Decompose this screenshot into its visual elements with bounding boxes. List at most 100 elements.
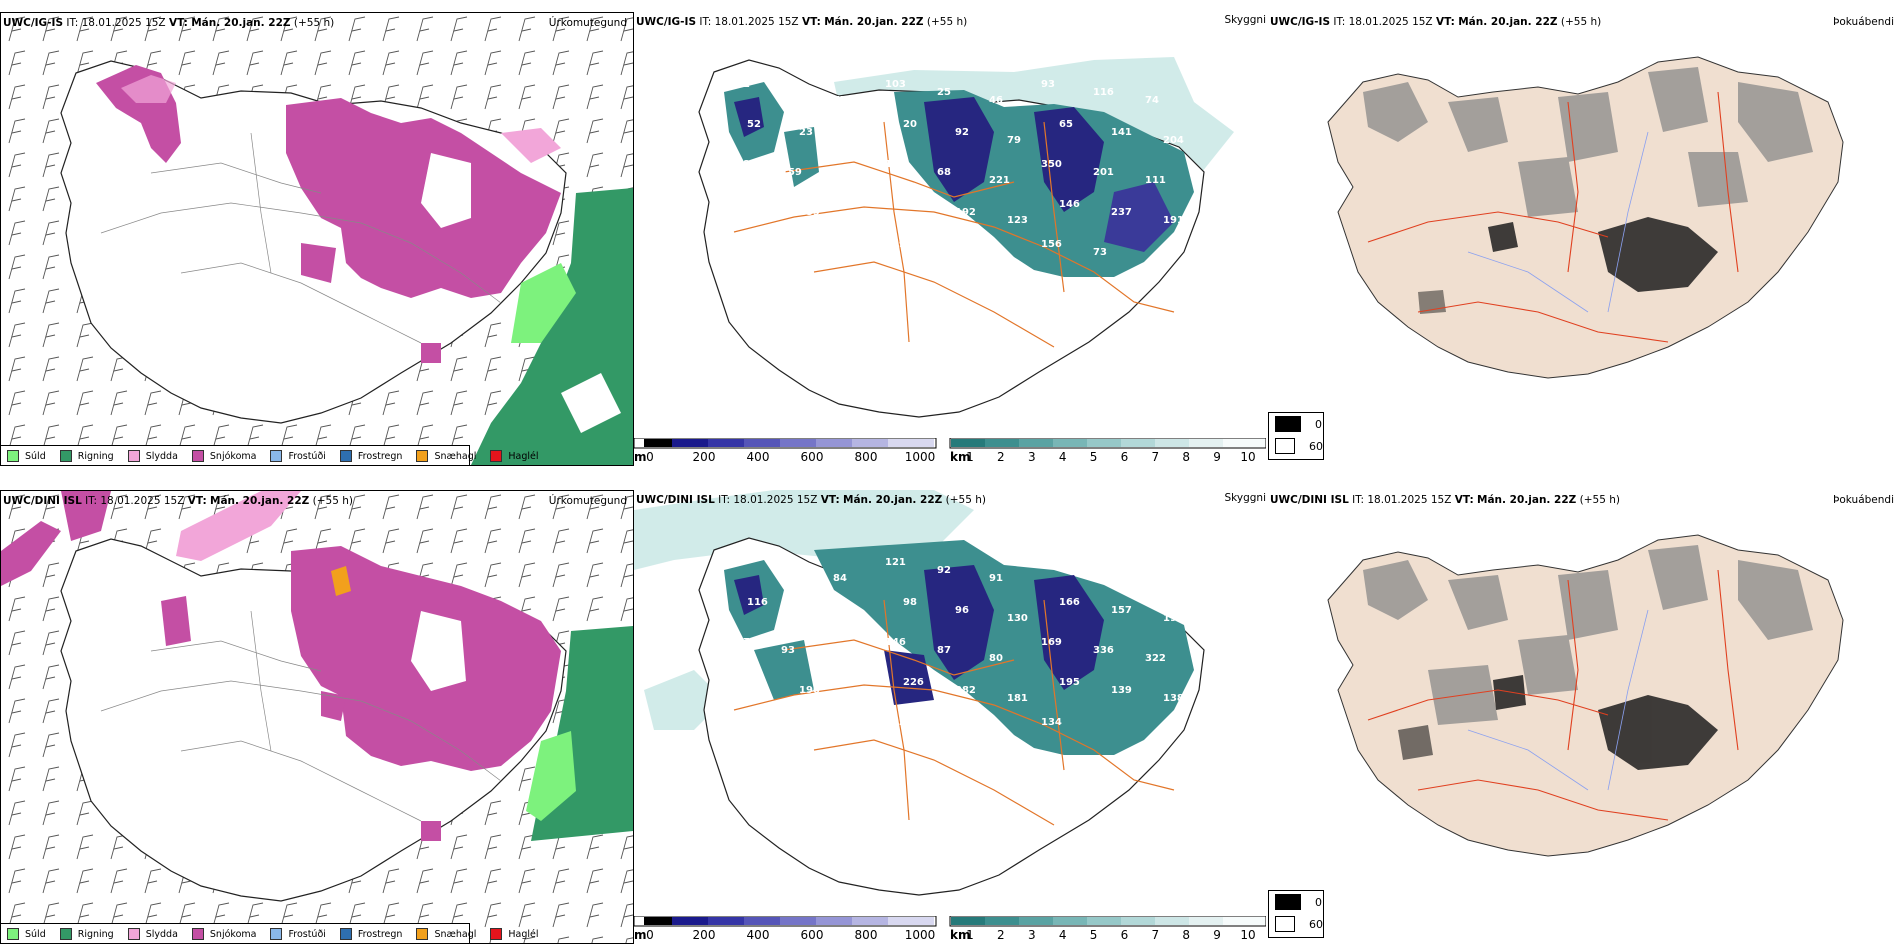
- cloud-base-label: 73: [1093, 247, 1107, 258]
- cloud-base-label: 92: [781, 87, 795, 98]
- cloud-base-label: 92: [747, 677, 761, 688]
- fog-header: UWC/DINI ISL IT: 18.01.2025 15Z VT: Mán.…: [1270, 494, 1620, 506]
- cloud-base-label: 116: [1093, 87, 1114, 98]
- cloud-base-label: 134: [1041, 717, 1062, 728]
- colorbar-tick: 1: [966, 928, 974, 942]
- cloud-base-label: 90: [781, 725, 795, 736]
- cloud-base-label: 102: [799, 605, 820, 616]
- colorbar-tick: 800: [854, 928, 878, 942]
- cloud-base-label: 204: [1163, 135, 1184, 146]
- colorbar-m-unit: m: [634, 928, 647, 942]
- legend-item: Slydda: [127, 450, 178, 462]
- cloud-base-label: 116: [747, 597, 768, 608]
- legend-label: Rigning: [77, 928, 114, 940]
- colorbar-tick: 8: [1182, 928, 1191, 942]
- precip-header: UWC/IG-IS IT: 18.01.2025 15Z VT: Mán. 20…: [3, 17, 334, 29]
- cloud-base-label: 111: [729, 79, 750, 90]
- cloud-base-label: 181: [1007, 693, 1028, 704]
- colorbar-tick: 0: [646, 928, 654, 942]
- colorbar-tick: 10: [1240, 928, 1256, 942]
- rivers-roads: [1367, 91, 1739, 343]
- row-dini: UWC/DINI ISL IT: 18.01.2025 15Z VT: Mán.…: [0, 480, 1900, 950]
- model-name: UWC/DINI ISL: [3, 495, 82, 507]
- cloud-base-label: 130: [1007, 613, 1028, 624]
- visibility-header: UWC/DINI ISL IT: 18.01.2025 15Z VT: Mán.…: [636, 494, 986, 506]
- legend-label: Frostúði: [288, 928, 326, 940]
- fog-legend: 0 60: [1268, 890, 1324, 938]
- legend-label: Frostregn: [357, 450, 403, 462]
- cloud-base-label: 96: [955, 605, 969, 616]
- cloud-base-label: 83: [833, 733, 847, 744]
- cloud-base-label: 195: [1059, 677, 1080, 688]
- fog-areas: [1398, 675, 1718, 770]
- row-igis: UWC/IG-IS IT: 18.01.2025 15Z VT: Mán. 20…: [0, 0, 1900, 470]
- vt-label: VT:: [820, 494, 840, 506]
- panel-name-fog: Þokuábendi: [1833, 494, 1894, 506]
- legend-label: Snjókoma: [209, 450, 257, 462]
- lead-time: (+55 h): [1560, 16, 1602, 28]
- cloud-base-label: 68: [937, 167, 951, 178]
- cloud-base-label: 100: [1041, 557, 1062, 568]
- colorbar-tick: 400: [746, 928, 770, 942]
- legend-label: Snæhagl: [434, 928, 477, 940]
- cloud-base-label: 233: [729, 717, 750, 728]
- terrain-shading: [1363, 545, 1813, 725]
- model-name: UWC/IG-IS: [3, 17, 64, 29]
- valid-time: Mán. 20.jan. 22Z: [1458, 16, 1558, 28]
- rain-areas: [471, 188, 633, 465]
- fog-legend: 0 60: [1268, 412, 1324, 460]
- colorbar-tick: 9: [1213, 928, 1221, 942]
- cloud-base-label: 322: [1145, 653, 1166, 664]
- fog-legend-row: 60: [1269, 435, 1323, 457]
- legend-item: Snæhagl: [416, 450, 476, 462]
- model-name: UWC/DINI ISL: [636, 494, 715, 506]
- vt-label: VT:: [1454, 494, 1474, 506]
- legend-item: Slydda: [127, 928, 178, 940]
- colorbar-tick: 10: [1240, 450, 1256, 464]
- cloud-base-label: 350: [1041, 159, 1062, 170]
- cloud-base-label: 129: [885, 239, 906, 250]
- cloud-base-label: 283: [747, 199, 768, 210]
- cloud-base-label: 77: [833, 95, 847, 106]
- rivers: [1467, 131, 1649, 313]
- legend-item: Frostúði: [270, 450, 326, 462]
- cloud-base-label: 229: [851, 693, 872, 704]
- vt-label: VT:: [168, 17, 188, 29]
- legend-label: Haglél: [508, 450, 539, 462]
- cloud-base-label: 201: [1093, 167, 1114, 178]
- colorbar-tick: 3: [1027, 928, 1036, 942]
- cloud-base-areas: [724, 82, 1194, 277]
- legend-label: Snjókoma: [209, 928, 257, 940]
- cloud-base-label: 103: [885, 79, 906, 90]
- colorbar-tick: 9: [1213, 450, 1221, 464]
- legend-label: Súld: [25, 450, 46, 462]
- cloud-base-label: 93: [781, 645, 795, 656]
- cloud-base-label: 121: [885, 557, 906, 568]
- legend-item: Frostregn: [339, 450, 403, 462]
- valid-time: Mán. 20.jan. 22Z: [1477, 494, 1577, 506]
- fog-legend-max: 60: [1309, 439, 1323, 453]
- init-time: 18.01.2025 15Z: [714, 16, 799, 28]
- cloud-base-label: 169: [1041, 637, 1062, 648]
- cloud-base-label: 102: [885, 717, 906, 728]
- colorbar-tick: 1000: [904, 450, 936, 464]
- fog-legend-swatch-white: [1275, 916, 1295, 932]
- iceland-terrain: [1327, 534, 1844, 857]
- cloud-base-label: 79: [1007, 135, 1021, 146]
- fog-legend-swatch-white: [1275, 438, 1295, 454]
- legend-swatch: [416, 928, 429, 940]
- legend-swatch: [59, 928, 72, 940]
- precip-type-panel: UWC/IG-IS IT: 18.01.2025 15Z VT: Mán. 20…: [0, 12, 634, 466]
- legend-item: Haglél: [490, 928, 539, 940]
- cloud-labels: 111 92 77 103 25 46 93 116 74 52 23 102 20 92 79 65 141 2…: [729, 79, 1184, 266]
- legend-swatch: [7, 450, 19, 462]
- fog-legend-min: 0: [1315, 895, 1322, 909]
- cloud-base-label: 92: [955, 127, 969, 138]
- sleet-area: [501, 128, 561, 163]
- cloud-base-label: 65: [1059, 119, 1073, 130]
- colorbar-tick: 6: [1120, 928, 1129, 942]
- valid-time: Mán. 20.jan. 22Z: [191, 17, 291, 29]
- cloud-base-label: 74: [1145, 95, 1159, 106]
- precip-map: [1, 491, 633, 943]
- sleet-area-nw: [121, 75, 176, 103]
